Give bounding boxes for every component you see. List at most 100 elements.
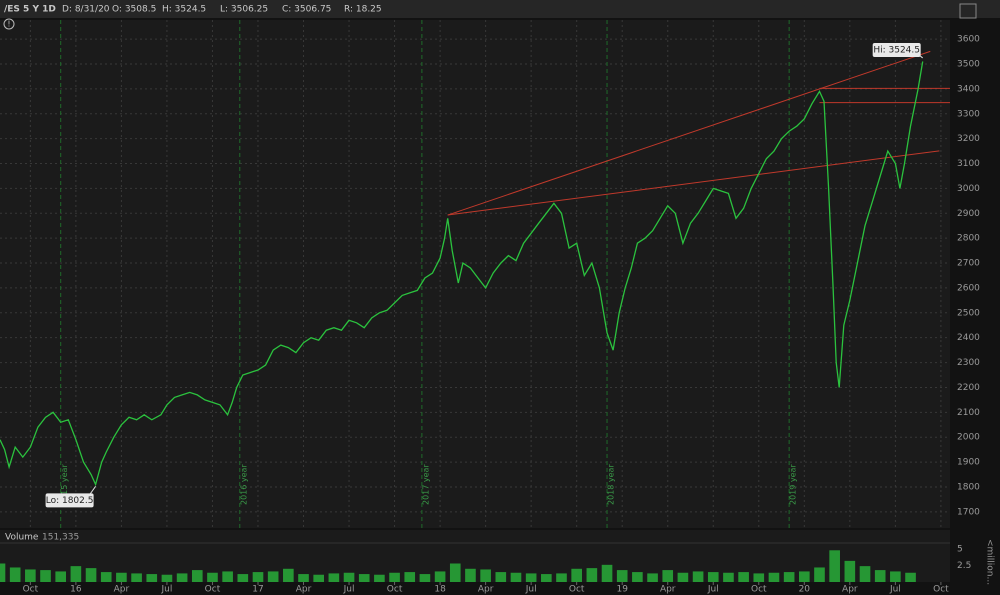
y-tick-label: 2200: [957, 383, 980, 393]
y-tick-label: 2300: [957, 358, 980, 368]
period-label: 2015 year: [60, 464, 69, 505]
expand-button[interactable]: [959, 3, 977, 19]
volume-bar: [799, 571, 810, 582]
volume-bar: [70, 566, 82, 582]
volume-bar: [146, 574, 158, 582]
x-tick-label: Oct: [23, 585, 39, 595]
y-tick-label: 2700: [957, 259, 980, 269]
volume-bar: [176, 573, 188, 582]
volume-bar: [905, 572, 916, 582]
volume-bar: [556, 573, 567, 582]
volume-bar: [723, 572, 734, 582]
volume-bar: [859, 566, 871, 582]
x-tick-label: Jul: [525, 585, 537, 595]
volume-bar: [677, 572, 689, 582]
volume-bar: [647, 573, 658, 582]
x-tick-label: Oct: [569, 585, 585, 595]
x-tick-label: 19: [616, 585, 628, 595]
volume-bar: [783, 572, 795, 582]
x-tick-label: 20: [799, 585, 811, 595]
volume-bar: [267, 571, 279, 582]
volume-unit: <million...: [985, 539, 995, 585]
volume-bar: [571, 568, 582, 582]
y-tick-label: 2500: [957, 308, 980, 318]
volume-bar: [434, 571, 446, 582]
x-tick-label: Jul: [343, 585, 355, 595]
volume-bar: [0, 563, 6, 582]
volume-bar: [586, 568, 598, 582]
volume-bar: [480, 569, 491, 582]
y-tick-label: 2000: [957, 433, 980, 443]
low: L: 3506.25: [220, 5, 268, 15]
trend-line: [447, 50, 931, 216]
volume-bar: [161, 574, 173, 582]
info-icon[interactable]: [3, 18, 15, 30]
x-tick-label: Oct: [751, 585, 767, 595]
annotation-box: [45, 493, 94, 508]
x-tick-label: Apr: [114, 585, 130, 595]
y-tick-label: 2800: [957, 234, 980, 244]
volume-bar: [298, 574, 309, 582]
y-tick-label: 3200: [957, 134, 980, 144]
volume-bar: [191, 570, 203, 582]
volume-bar: [343, 572, 355, 582]
x-tick-label: Oct: [933, 585, 949, 595]
volume-bar: [632, 572, 643, 582]
x-tick-label: 18: [434, 585, 446, 595]
volume-bar: [100, 572, 112, 582]
x-tick-label: Jul: [889, 585, 901, 595]
x-tick-label: 17: [252, 585, 263, 595]
volume-bar: [283, 568, 294, 582]
volume-bar: [616, 570, 628, 582]
volume-bar: [207, 572, 218, 582]
volume-bar: [85, 568, 97, 582]
x-tick-label: Apr: [478, 585, 494, 595]
close: C: 3506.75: [282, 5, 331, 15]
volume-bar: [389, 572, 400, 582]
volume-bar: [252, 572, 264, 582]
y-tick-label: 3500: [957, 60, 980, 70]
period-label: 2018 year: [607, 464, 616, 505]
y-tick-label: 3400: [957, 84, 980, 94]
volume-bar: [116, 572, 127, 582]
volume-title: Volume: [5, 533, 39, 543]
y-tick-label: 2100: [957, 408, 980, 418]
volume-bar: [692, 571, 704, 582]
period-label: 2019 year: [789, 464, 798, 505]
volume-bar: [449, 563, 461, 582]
volume-bar: [358, 574, 370, 582]
volume-bar: [829, 550, 840, 582]
annotation-label: Hi: 3524.5: [873, 45, 920, 55]
volume-bar: [510, 572, 522, 582]
volume-tick-label: 2.5: [957, 561, 971, 571]
period-label: 2017 year: [421, 464, 430, 505]
x-tick-label: Apr: [296, 585, 312, 595]
high: H: 3524.5: [162, 5, 206, 15]
annotation-label: Lo: 1802.5: [46, 496, 94, 506]
volume-bar: [768, 572, 780, 582]
volume-bar: [9, 567, 21, 582]
open: O: 3508.5: [112, 5, 156, 15]
header-bar: [0, 0, 1000, 18]
volume-bar: [495, 572, 507, 582]
volume-bar: [662, 570, 674, 582]
volume-bar: [525, 573, 537, 582]
volume-bar: [541, 574, 552, 582]
y-tick-label: 1800: [957, 482, 980, 492]
x-tick-label: Jul: [707, 585, 719, 595]
symbol: /ES 5 Y 1D: [4, 5, 56, 15]
volume-bar: [753, 573, 765, 582]
volume-bar: [222, 571, 233, 582]
volume-bar: [25, 569, 36, 582]
y-tick-label: 1900: [957, 458, 980, 468]
y-tick-label: 2900: [957, 209, 980, 219]
volume-tick-label: 5: [957, 544, 963, 554]
volume-bar: [465, 568, 476, 582]
volume-bar: [874, 570, 886, 582]
range: R: 18.25: [344, 5, 382, 15]
volume-bar: [237, 574, 249, 582]
x-tick-label: Apr: [842, 585, 858, 595]
x-tick-label: Oct: [387, 585, 403, 595]
